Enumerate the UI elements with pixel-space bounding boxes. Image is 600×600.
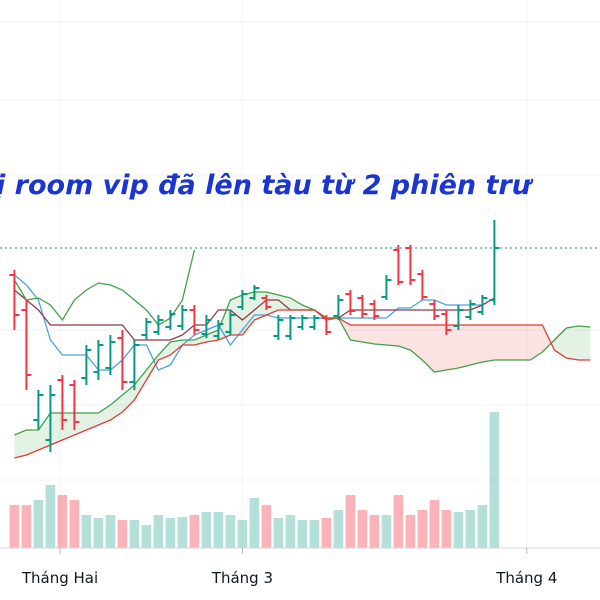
volume-pane [9, 412, 500, 548]
x-tick-label: Tháng Hai [21, 569, 98, 587]
cloud-fill [122, 385, 135, 412]
volume-bar [129, 520, 140, 548]
volume-bar [369, 515, 380, 548]
volume-bar [297, 520, 308, 548]
volume-bar [333, 510, 344, 548]
cloud-fill [530, 325, 543, 360]
cloud-fill [182, 340, 195, 345]
cloud-fill [266, 292, 279, 315]
volume-bar [489, 412, 500, 548]
cloud-fill [290, 298, 303, 310]
volume-bar [21, 505, 32, 548]
volume-bar [477, 505, 488, 548]
cloud-fill [398, 325, 411, 350]
volume-bar [261, 505, 272, 548]
volume-bar [273, 518, 284, 548]
cloud-fill [242, 292, 255, 335]
cloud-fill [14, 430, 27, 458]
cloud-fill [578, 326, 591, 360]
indicator-line [14, 291, 591, 436]
cloud-fill [482, 325, 495, 362]
cloud-fill [446, 325, 459, 370]
cloud-fill [98, 405, 111, 425]
x-tick-label: Tháng 4 [495, 569, 557, 587]
volume-bar [405, 515, 416, 548]
indicator-line [13, 249, 196, 326]
volume-bar [465, 510, 476, 548]
cloud-fill [74, 413, 87, 435]
volume-bar [453, 512, 464, 548]
volume-bar [429, 500, 440, 548]
cloud-fill [134, 370, 147, 400]
cloud-fill [470, 325, 483, 365]
price-bars [9, 220, 500, 452]
volume-bar [309, 520, 320, 548]
volume-bar [153, 515, 164, 548]
volume-bar [357, 510, 368, 548]
volume-bar [165, 518, 176, 548]
cloud-fill [26, 430, 39, 455]
cloud-fill [422, 325, 435, 372]
volume-bar [45, 485, 56, 548]
volume-bar [345, 495, 356, 548]
annotation: ị room vip đã lên tàu từ 2 phiên trư [0, 170, 534, 201]
volume-bar [177, 517, 188, 548]
cloud-fill [38, 413, 51, 450]
volume-bar [141, 525, 152, 548]
cloud-fill [506, 325, 519, 360]
cloud-fill [350, 325, 363, 342]
cloud [14, 292, 591, 458]
volume-bar [189, 515, 200, 548]
volume-bar [249, 498, 260, 548]
volume-bar [441, 510, 452, 548]
cloud-fill [386, 325, 399, 346]
grid [0, 0, 600, 548]
volume-bar [81, 515, 92, 548]
indicator-line [13, 289, 495, 341]
cloud-fill [434, 325, 447, 372]
cloud-fill [518, 325, 531, 360]
volume-bar [381, 515, 392, 548]
indicator-lines [0, 247, 600, 459]
cloud-fill [206, 330, 219, 342]
x-tick-label: Tháng 3 [211, 569, 273, 587]
volume-bar [213, 512, 224, 548]
cloud-fill [554, 328, 567, 358]
cloud-fill [566, 326, 579, 360]
volume-bar [225, 515, 236, 548]
x-axis-ticks: Tháng Hai Tháng 3 Tháng 4 [21, 548, 557, 587]
volume-bar [417, 510, 428, 548]
volume-bar [117, 520, 128, 548]
cloud-fill [158, 342, 171, 360]
cloud-fill [374, 325, 387, 345]
cloud-fill [50, 413, 63, 445]
volume-bar [285, 515, 296, 548]
volume-bar [321, 518, 332, 548]
volume-bar [9, 505, 20, 548]
cloud-fill [458, 325, 471, 368]
cloud-fill [494, 325, 507, 360]
cloud-fill [170, 340, 183, 355]
volume-bar [105, 515, 116, 548]
cloud-fill [362, 325, 375, 344]
indicator-line [13, 274, 495, 371]
cloud-fill [410, 325, 423, 360]
volume-bar [201, 512, 212, 548]
indicator-line [14, 309, 591, 459]
volume-bar [93, 518, 104, 548]
volume-bar [57, 495, 68, 548]
volume-bar [393, 495, 404, 548]
volume-bar [69, 500, 80, 548]
cloud-fill [278, 295, 291, 310]
volume-bar [33, 500, 44, 548]
volume-bar [237, 520, 248, 548]
